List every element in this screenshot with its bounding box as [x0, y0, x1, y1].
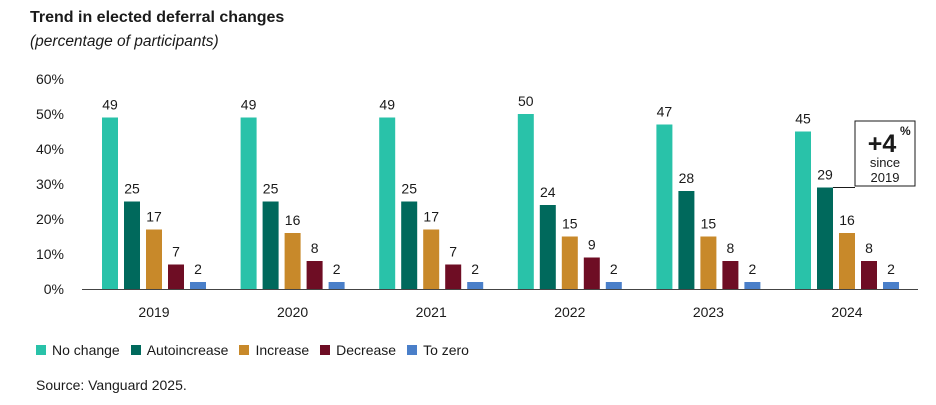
x-tick-label: 2020 [277, 304, 308, 320]
legend-label: Decrease [336, 342, 397, 358]
y-tick-label: 10% [36, 246, 64, 262]
data-label: 24 [540, 184, 556, 200]
data-label: 25 [263, 181, 279, 197]
x-tick-label: 2021 [416, 304, 447, 320]
bar-autoincrease-2023 [678, 191, 695, 289]
bar-no-change-2022 [517, 114, 534, 289]
data-label: 25 [124, 181, 140, 197]
legend-swatch [239, 345, 250, 355]
data-label: 15 [562, 216, 578, 232]
annotation-since: since [870, 155, 900, 170]
legend-item-autoincrease: Autoincrease [130, 342, 229, 358]
data-label: 17 [423, 209, 439, 225]
data-label: 2 [887, 261, 895, 277]
data-label: 2 [749, 261, 757, 277]
data-label: 9 [588, 237, 596, 253]
data-label: 50 [518, 93, 534, 109]
data-label: 2 [471, 261, 479, 277]
chart-title: Trend in elected deferral changes [30, 9, 285, 26]
data-label: 49 [379, 97, 395, 113]
bar-increase-2023 [700, 236, 717, 289]
data-label: 25 [401, 181, 417, 197]
bar-to-zero-2023 [744, 282, 761, 289]
data-label: 17 [146, 209, 162, 225]
bar-autoincrease-2022 [539, 205, 556, 289]
annotation-box [854, 120, 916, 187]
x-tick-label: 2019 [138, 304, 169, 320]
bar-to-zero-2021 [467, 282, 484, 289]
bar-decrease-2023 [722, 261, 739, 289]
bar-increase-2021 [423, 229, 440, 289]
data-label: 16 [839, 212, 855, 228]
data-label: 8 [311, 240, 319, 256]
data-label: 49 [102, 97, 118, 113]
data-label: 7 [172, 244, 180, 260]
data-label: 47 [657, 104, 673, 120]
bar-no-change-2024 [795, 131, 811, 289]
bar-to-zero-2019 [190, 282, 206, 289]
bar-increase-2024 [839, 233, 855, 289]
bar-to-zero-2022 [605, 282, 622, 289]
y-tick-label: 30% [36, 176, 64, 192]
x-tick-label: 2022 [554, 304, 585, 320]
bar-no-change-2019 [102, 117, 118, 289]
bar-increase-2020 [284, 233, 301, 289]
bar-increase-2022 [561, 236, 578, 289]
data-label: 29 [817, 167, 833, 183]
bar-autoincrease-2020 [262, 201, 279, 289]
annotation-year: 2019 [871, 170, 900, 185]
legend-swatch [130, 345, 141, 355]
bar-increase-2019 [146, 229, 162, 289]
data-label: 16 [285, 212, 301, 228]
legend-label: Autoincrease [146, 342, 229, 358]
bar-decrease-2022 [583, 257, 600, 289]
legend-item-no-change: No change [36, 342, 120, 358]
legend-label: To zero [423, 342, 469, 358]
bar-to-zero-2024 [883, 282, 899, 289]
data-label: 15 [701, 216, 717, 232]
y-tick-label: 50% [36, 106, 64, 122]
bar-autoincrease-2021 [401, 201, 418, 289]
bar-no-change-2021 [379, 117, 396, 289]
y-tick-label: 20% [36, 211, 64, 227]
legend-item-decrease: Decrease [320, 342, 396, 358]
data-label: 28 [679, 170, 695, 186]
source-note: Source: Vanguard 2025. [36, 377, 187, 393]
data-label: 45 [795, 111, 811, 127]
x-tick-label: 2024 [831, 304, 862, 320]
bar-autoincrease-2019 [124, 201, 140, 289]
annotation-unit: % [900, 124, 911, 138]
bar-no-change-2020 [240, 117, 257, 289]
data-label: 49 [241, 97, 257, 113]
bar-autoincrease-2024 [817, 187, 833, 289]
bar-chart: 0%10%20%30%40%50%60%49251772201949251682… [36, 71, 918, 320]
annotation-value: +4 [868, 130, 897, 158]
legend-label: No change [52, 342, 120, 358]
data-label: 2 [194, 261, 202, 277]
y-tick-label: 40% [36, 141, 64, 157]
data-label: 7 [449, 244, 457, 260]
bar-to-zero-2020 [328, 282, 345, 289]
legend-swatch [320, 345, 331, 355]
legend: No change Autoincrease Increase Decrease To … [36, 342, 480, 358]
legend-label: Increase [255, 342, 310, 358]
legend-swatch [407, 345, 418, 355]
data-label: 8 [727, 240, 735, 256]
data-label: 2 [333, 261, 341, 277]
x-tick-label: 2023 [693, 304, 724, 320]
chart-subtitle: (percentage of participants) [30, 33, 219, 50]
legend-swatch [36, 345, 46, 355]
y-tick-label: 0% [44, 281, 64, 297]
bar-decrease-2024 [861, 261, 877, 289]
y-tick-label: 60% [36, 71, 64, 87]
data-label: 2 [610, 261, 618, 277]
bar-decrease-2021 [445, 264, 462, 289]
bar-no-change-2023 [656, 124, 673, 289]
legend-item-increase: Increase [239, 342, 309, 358]
data-label: 8 [865, 240, 873, 256]
bar-decrease-2020 [306, 261, 323, 289]
legend-item-to-zero: To zero [407, 342, 469, 358]
bar-decrease-2019 [168, 264, 184, 289]
